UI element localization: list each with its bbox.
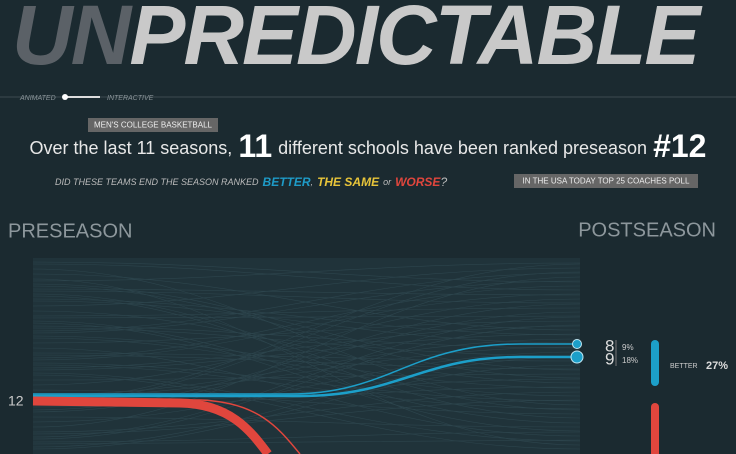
background-line	[32, 354, 581, 370]
background-line	[32, 285, 581, 379]
background-line	[32, 324, 581, 440]
headline-text: different schools have been ranked prese…	[278, 138, 647, 158]
outcome-share: 18%	[622, 356, 638, 365]
toggle-knob[interactable]	[62, 94, 68, 100]
background-line	[32, 310, 581, 384]
title-bright: PREDICTABLE	[129, 0, 703, 82]
question-text: ?	[440, 175, 447, 189]
background-line	[32, 389, 581, 415]
background-line	[32, 267, 581, 307]
tag: MEN'S COLLEGE BASKETBALL	[94, 121, 213, 130]
background-line	[32, 295, 581, 419]
tag-box	[88, 118, 218, 132]
toggle-left[interactable]: ANIMATED	[19, 95, 56, 102]
worse-bar	[651, 403, 659, 454]
background-line	[32, 262, 581, 282]
background-line	[32, 322, 581, 432]
flow-worse	[32, 396, 272, 454]
background-line	[32, 263, 581, 291]
end-point[interactable]	[570, 350, 584, 364]
background-line	[32, 399, 581, 435]
question-text: DID THESE TEAMS END THE SEASON RANKED	[55, 177, 259, 187]
title-dim: UN	[12, 0, 134, 82]
summary-label: BETTER	[670, 363, 698, 370]
background-line	[32, 364, 581, 450]
question: DID THESE TEAMS END THE SEASON RANKED BET…	[55, 175, 447, 189]
outcome-share: 9%	[622, 343, 634, 352]
background-lines	[32, 261, 581, 450]
background-line	[32, 288, 581, 296]
title: UNPREDICTABLE	[12, 0, 703, 82]
question-text: or	[383, 177, 392, 187]
flow-better	[33, 343, 577, 395]
start-rank: 12	[8, 393, 24, 409]
poll: IN THE USA TODAY TOP 25 COACHES POLL	[523, 177, 690, 186]
background-line	[32, 431, 581, 443]
toggle-right[interactable]: INTERACTIVE	[107, 95, 154, 102]
better-bar	[651, 340, 659, 386]
background-line	[32, 290, 581, 304]
end-point[interactable]	[572, 339, 582, 349]
flow-better	[33, 355, 577, 398]
poll-box	[514, 174, 698, 188]
axis-right: POSTSEASON	[578, 219, 716, 241]
axis-left: PRESEASON	[8, 220, 132, 242]
background-line	[32, 364, 581, 410]
worse-word: WORSE	[395, 175, 441, 189]
summary-share: 27%	[706, 360, 728, 372]
background-line	[32, 333, 581, 371]
outcome-rank: 8	[605, 336, 614, 355]
better-word: BETTER	[263, 175, 311, 189]
background-line	[32, 374, 581, 450]
background-line	[32, 315, 581, 319]
background-line	[32, 337, 581, 397]
outcome-rank: 9	[605, 349, 614, 368]
background-line	[32, 280, 581, 334]
background-line	[32, 300, 581, 344]
background-line	[32, 347, 581, 437]
headline: Over the last 11 seasons, 11 different sch…	[30, 128, 707, 164]
background-line	[32, 327, 581, 357]
question-text: ,	[311, 177, 314, 187]
background-line	[32, 273, 581, 331]
background-line	[32, 416, 581, 428]
same-word: THE SAME	[317, 175, 380, 189]
headline-count: 11	[238, 128, 272, 164]
background-line	[32, 293, 581, 361]
flow-worse	[32, 398, 301, 454]
headline-rank: #12	[653, 128, 706, 164]
headline-text: Over the last 11 seasons,	[30, 138, 233, 158]
background-line	[32, 307, 581, 317]
